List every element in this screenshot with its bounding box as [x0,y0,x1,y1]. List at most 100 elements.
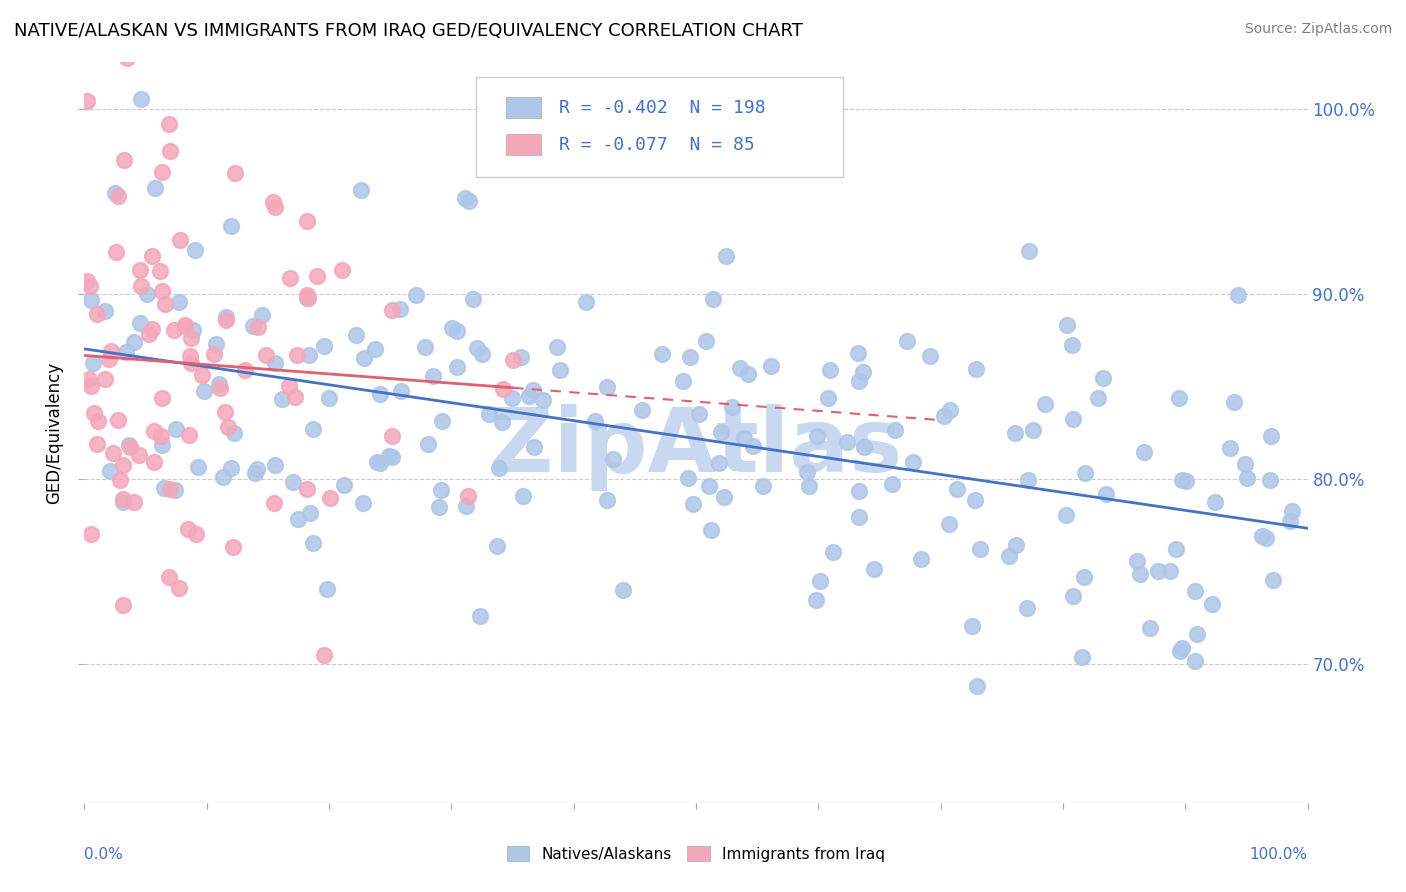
Point [295,214,318,228]
FancyBboxPatch shape [506,97,541,118]
Point [186,527,208,541]
Point [98,464,121,478]
Point [205,337,228,351]
Point [804,592,827,607]
Point [548,363,571,377]
Point [713,490,735,504]
Point [1033,397,1056,411]
Point [263,496,285,510]
Point [105,244,128,259]
Point [381,450,404,465]
Point [1146,564,1168,578]
Point [583,414,606,428]
FancyBboxPatch shape [506,135,541,155]
Point [1170,644,1192,658]
Point [808,574,831,589]
Point [1062,589,1084,603]
FancyBboxPatch shape [475,78,842,178]
Point [962,619,984,633]
Point [264,458,287,472]
Point [243,466,266,480]
Point [264,356,287,370]
Point [94,372,117,386]
Point [301,422,323,436]
Point [141,321,163,335]
Point [441,321,464,335]
Point [910,552,932,566]
Point [82,356,104,370]
Point [179,349,201,363]
Point [965,493,987,508]
Point [688,407,710,421]
Point [821,545,844,559]
Point [1167,391,1189,405]
Point [150,284,173,298]
Point [107,413,129,427]
Point [1126,554,1149,568]
Point [104,186,127,201]
Point [299,506,322,520]
Point [150,165,173,179]
Point [488,461,510,475]
Point [86,307,108,321]
Point [297,291,319,305]
Point [602,452,624,467]
Point [76,94,98,108]
Point [631,403,654,417]
Point [901,455,924,469]
Point [818,363,841,377]
Point [1260,473,1282,487]
Point [159,483,181,497]
Point [1021,423,1043,437]
Point [165,422,187,436]
Point [298,348,321,362]
Point [709,425,731,440]
Point [222,425,245,440]
Point [202,347,225,361]
Point [212,470,235,484]
Point [1201,598,1223,612]
Point [344,328,367,343]
Point [523,440,546,454]
Point [297,483,319,497]
Point [284,390,307,404]
Point [254,348,277,362]
Point [883,423,905,437]
Point [193,384,215,398]
Point [471,347,494,361]
Point [728,360,751,375]
Point [157,570,180,584]
Point [1159,564,1181,578]
Point [697,478,720,492]
Point [222,540,245,554]
Point [111,495,134,509]
Point [129,262,152,277]
Point [295,287,318,301]
Point [173,318,195,333]
Point [333,477,356,491]
Point [250,308,273,322]
Point [215,312,238,326]
Point [454,499,477,513]
Point [285,348,308,362]
Point [672,374,695,388]
Point [136,287,159,301]
Point [312,648,335,662]
Point [319,491,342,506]
Point [707,456,730,470]
Point [129,92,152,106]
Point [167,294,190,309]
Point [682,497,704,511]
Point [848,509,870,524]
Text: R = -0.402  N = 198: R = -0.402 N = 198 [560,99,766,117]
Point [596,380,619,394]
Point [281,475,304,489]
Point [1171,474,1194,488]
Point [353,351,375,366]
Point [966,679,988,693]
Point [918,349,941,363]
Point [512,489,534,503]
Point [208,377,231,392]
Point [468,609,491,624]
Point [612,582,634,597]
